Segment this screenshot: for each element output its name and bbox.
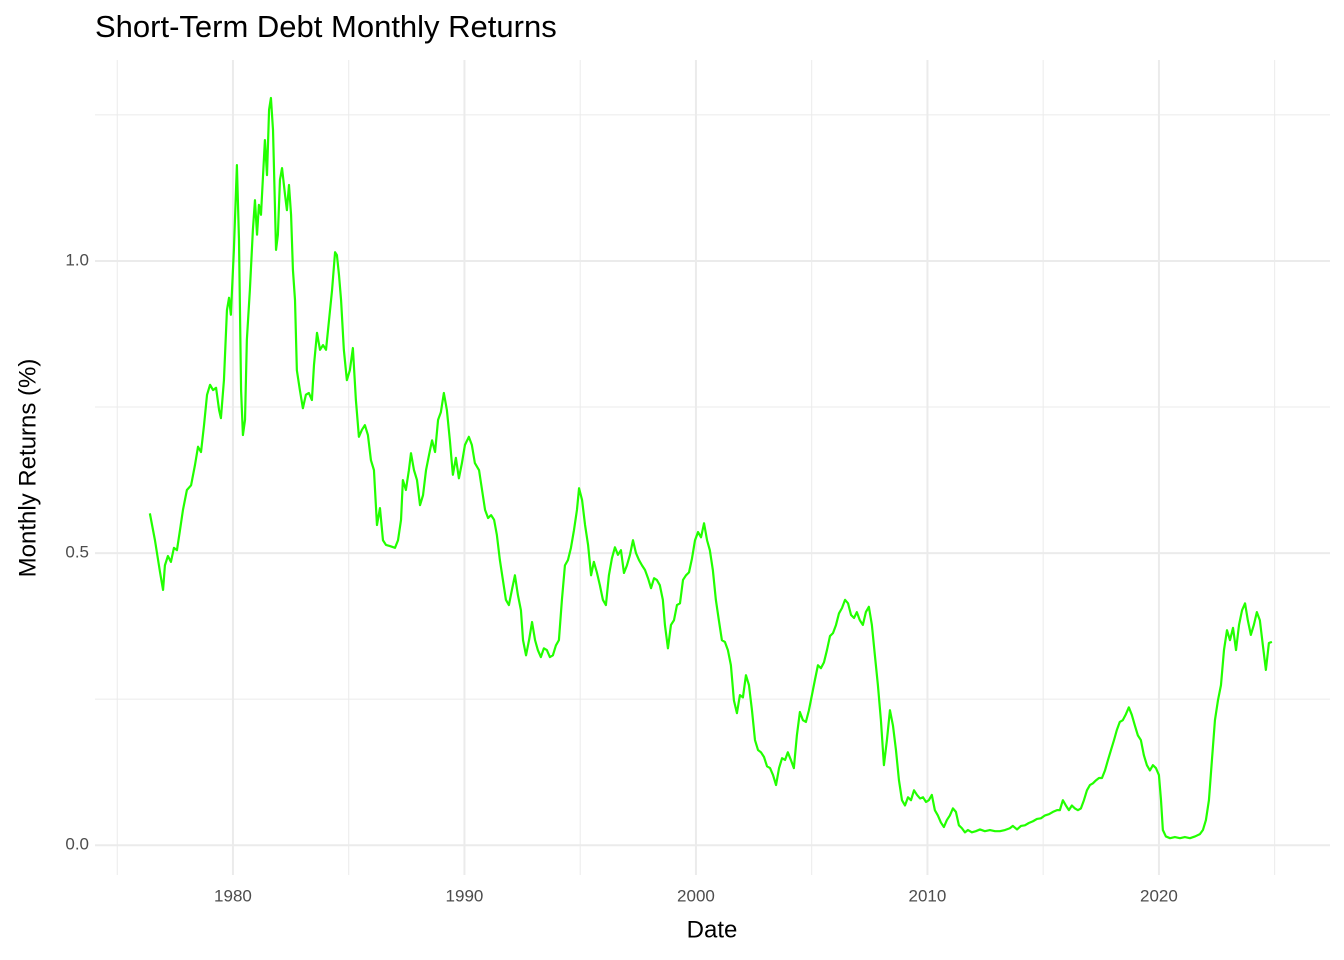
x-axis-title: Date bbox=[687, 916, 738, 943]
y-tick-label: 0.5 bbox=[65, 543, 89, 562]
x-tick-label: 2000 bbox=[677, 886, 715, 905]
y-axis-title: Monthly Returns (%) bbox=[14, 359, 41, 578]
y-tick-label: 0.0 bbox=[65, 835, 89, 854]
y-tick-label: 1.0 bbox=[65, 250, 89, 269]
chart-title: Short-Term Debt Monthly Returns bbox=[95, 9, 557, 44]
data-line bbox=[148, 96, 1273, 840]
x-tick-label: 1980 bbox=[214, 886, 252, 905]
x-tick-label: 2020 bbox=[1140, 886, 1178, 905]
x-tick-label: 2010 bbox=[909, 886, 947, 905]
x-tick-label: 1990 bbox=[446, 886, 484, 905]
